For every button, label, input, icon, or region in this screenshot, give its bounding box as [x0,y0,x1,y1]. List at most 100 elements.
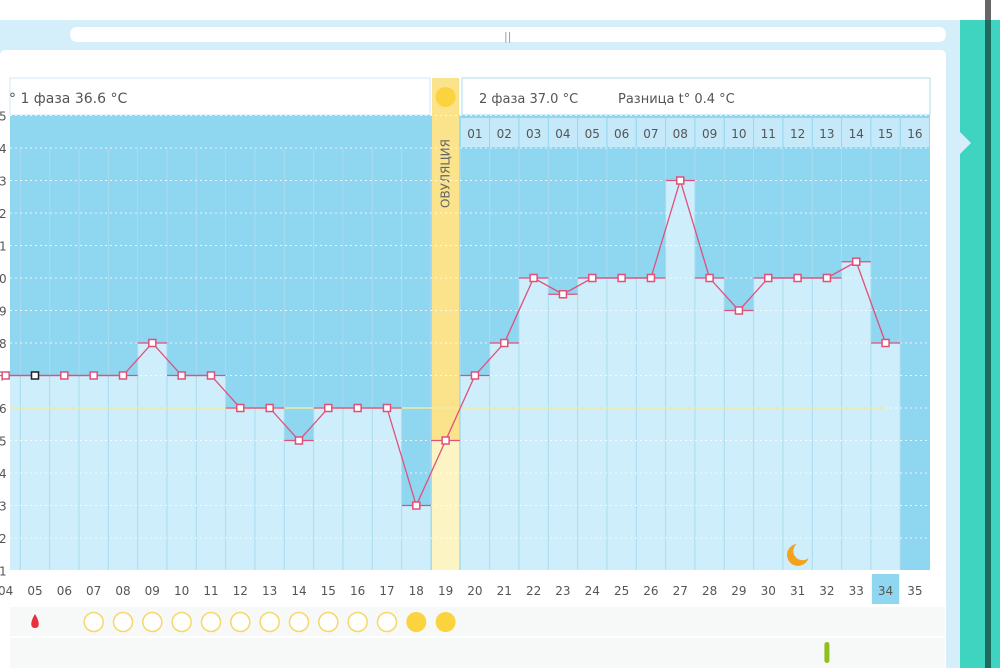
temperature-point[interactable] [558,290,568,299]
day-label[interactable]: 17 [379,584,394,598]
day-label[interactable]: 09 [145,584,160,598]
scrollbar-grip-icon[interactable]: || [504,30,511,43]
day-label[interactable]: 23 [555,584,570,598]
temperature-bar [137,343,167,570]
day-label[interactable]: 19 [438,584,453,598]
day-label[interactable]: 04 [0,584,13,598]
temperature-bar [284,440,314,570]
y-tick-label: 5 [0,110,7,124]
day-label[interactable]: 16 [350,584,365,598]
day-label[interactable]: 10 [174,584,189,598]
phase1-box [9,77,431,116]
phase2-day-cell [519,118,548,147]
temperature-point[interactable] [353,403,362,413]
temperature-point[interactable] [851,257,861,266]
temperature-point[interactable] [177,371,186,380]
temperature-point[interactable] [764,273,773,283]
temperature-point[interactable] [470,371,480,380]
temperature-point[interactable] [676,176,685,185]
temperature-bar [489,343,519,570]
day-label[interactable]: 33 [849,584,864,598]
temperature-point[interactable] [206,371,216,380]
temperature-point[interactable] [118,371,128,380]
day-label[interactable]: 34 [878,584,893,598]
temperature-point[interactable] [588,273,597,283]
phase2-day-cell [695,118,724,147]
temperature-point[interactable] [30,371,40,380]
phase2-day-cell [666,118,695,147]
highlighted-day-cell [871,574,900,604]
phase2-day-label: 06 [614,127,629,141]
day-label[interactable]: 31 [790,584,805,598]
day-label[interactable]: 13 [262,584,277,598]
day-label[interactable]: 18 [409,584,424,598]
open-circle-icon [376,611,398,633]
y-tick-label: 6 [0,402,7,416]
day-label[interactable]: 07 [86,584,101,598]
horizontal-scrollbar[interactable] [70,27,946,42]
plot-area: ОВУЛЯЦИЯ54321098765432101020304050607080… [0,78,930,579]
day-label[interactable]: 30 [761,584,776,598]
temperature-point[interactable] [412,501,421,510]
phase2-day-cell [460,118,490,147]
temperature-point[interactable] [236,403,245,413]
day-label[interactable]: 35 [907,584,922,598]
day-label[interactable]: 05 [27,584,42,598]
temperature-point[interactable] [881,338,890,348]
side-divider-top [985,0,991,20]
day-label[interactable]: 20 [467,584,482,598]
temperature-point[interactable] [148,338,157,348]
phase2-day-cell [548,118,578,147]
filled-circle-icon [435,612,456,632]
day-label[interactable]: 11 [203,584,218,598]
day-label[interactable]: 32 [819,584,834,598]
phase2-day-label: 11 [761,127,776,141]
y-tick-label: 2 [0,532,7,546]
day-label[interactable]: 15 [321,584,336,598]
temperature-point[interactable] [822,273,832,283]
temperature-point[interactable] [617,273,626,283]
day-label[interactable]: 26 [643,584,658,598]
temperature-point[interactable] [294,436,304,445]
y-tick-label: 3 [0,175,7,189]
open-circle-icon [230,611,251,633]
phase2-day-label: 07 [643,127,658,141]
moon-icon [787,544,809,566]
menstruation-drop-icon [31,614,39,628]
phase2-day-label: 16 [907,127,922,141]
day-label[interactable]: 24 [585,584,600,598]
day-label[interactable]: 28 [702,584,717,598]
temperature-point[interactable] [529,273,538,283]
temperature-point[interactable] [500,338,509,348]
day-label[interactable]: 22 [526,584,541,598]
temperature-bar [518,278,549,570]
temperature-bar [254,408,285,570]
side-panel [960,20,1000,668]
temperature-point[interactable] [793,273,802,283]
temperature-point[interactable] [265,403,274,413]
day-label[interactable]: 06 [57,584,72,598]
day-label[interactable]: 14 [291,584,306,598]
temperature-point[interactable] [646,273,656,283]
day-label[interactable]: 25 [614,584,629,598]
temperature-point[interactable] [1,371,10,380]
y-tick-label: 1 [0,240,7,254]
temperature-bar [225,408,255,570]
temperature-point[interactable] [89,371,98,380]
y-tick-label: 5 [0,435,7,449]
day-label[interactable]: 27 [673,584,688,598]
ovulation-sun-icon [435,87,456,107]
day-label[interactable]: 08 [115,584,130,598]
temperature-point[interactable] [382,403,392,413]
y-tick-label: 4 [0,142,7,156]
phase2-day-label: 09 [702,127,717,141]
temperature-point[interactable] [705,273,714,283]
day-label[interactable]: 29 [731,584,746,598]
temperature-point[interactable] [60,371,69,380]
day-label[interactable]: 21 [497,584,512,598]
temperature-point[interactable] [441,436,450,445]
temperature-point[interactable] [734,306,744,315]
temperature-point[interactable] [324,403,333,413]
day-label[interactable]: 12 [233,584,248,598]
open-circle-icon [200,611,222,633]
